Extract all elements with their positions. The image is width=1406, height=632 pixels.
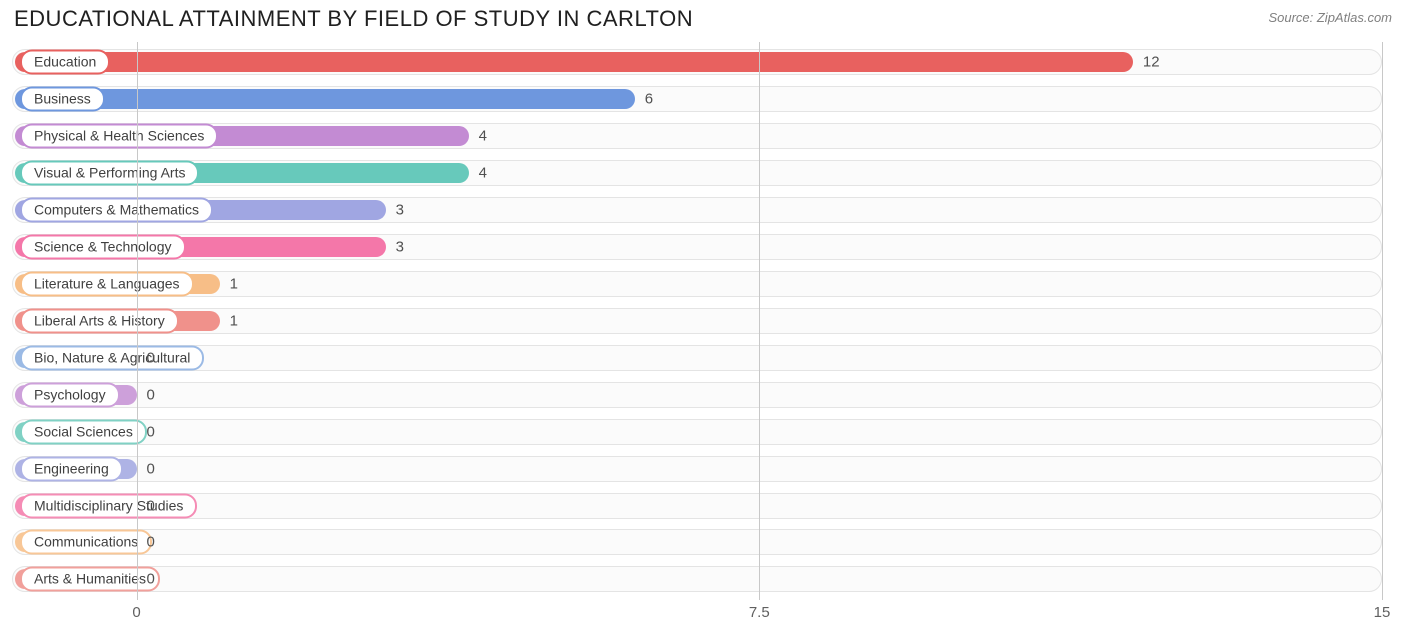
bar-value-label: 0 xyxy=(147,423,155,440)
bar-label-pill: Computers & Mathematics xyxy=(20,198,213,223)
bar-value-label: 0 xyxy=(147,497,155,514)
bar-value-label: 0 xyxy=(147,386,155,403)
bar-track xyxy=(12,345,1382,371)
source-attribution: Source: ZipAtlas.com xyxy=(1268,6,1392,25)
bar-row: Psychology 0 xyxy=(12,380,1382,410)
bar-label-pill: Bio, Nature & Agricultural xyxy=(20,345,204,370)
bar-row: Visual & Performing Arts 4 xyxy=(12,158,1382,188)
bar-row: Social Sciences0 xyxy=(12,417,1382,447)
bar-value-label: 0 xyxy=(147,460,155,477)
x-tick-label: 7.5 xyxy=(749,604,770,621)
bar-value-label: 1 xyxy=(230,275,238,292)
bar-label-pill: Multidisciplinary Studies xyxy=(20,493,197,518)
bar-row: Physical & Health Sciences 4 xyxy=(12,121,1382,151)
bar-row: Liberal Arts & History 1 xyxy=(12,306,1382,336)
bar-label-pill: Business xyxy=(20,87,105,112)
bar-row: Computers & Mathematics 3 xyxy=(12,195,1382,225)
bar-label-pill: Liberal Arts & History xyxy=(20,308,179,333)
bar-fill xyxy=(15,89,635,109)
bars-container: Education 12 Business 6 Physical & Health Sc… xyxy=(12,42,1382,600)
bar-row: Education 12 xyxy=(12,47,1382,77)
bar-row: Business 6 xyxy=(12,84,1382,114)
bar-row: Communications0 xyxy=(12,527,1382,557)
bar-label-pill: Visual & Performing Arts xyxy=(20,161,199,186)
bar-value-label: 0 xyxy=(147,571,155,588)
bar-track xyxy=(12,529,1382,555)
bar-row: Engineering 0 xyxy=(12,454,1382,484)
bar-value-label: 1 xyxy=(230,312,238,329)
bar-row: Bio, Nature & Agricultural0 xyxy=(12,343,1382,373)
bar-row: Literature & Languages 1 xyxy=(12,269,1382,299)
bar-label-pill: Physical & Health Sciences xyxy=(20,124,218,149)
bar-label-pill: Psychology xyxy=(20,382,120,407)
bar-value-label: 3 xyxy=(396,239,404,256)
gridline xyxy=(759,42,760,600)
bar-value-label: 4 xyxy=(479,165,487,182)
chart-area: Education 12 Business 6 Physical & Health Sc… xyxy=(12,42,1394,600)
bar-value-label: 3 xyxy=(396,202,404,219)
bar-label-pill: Arts & Humanities xyxy=(20,567,160,592)
chart-title: EDUCATIONAL ATTAINMENT BY FIELD OF STUDY… xyxy=(14,6,693,32)
gridline xyxy=(1382,42,1383,600)
bar-row: Arts & Humanities0 xyxy=(12,564,1382,594)
x-tick-label: 0 xyxy=(132,604,140,621)
bar-track xyxy=(12,419,1382,445)
bar-label-pill: Social Sciences xyxy=(20,419,147,444)
bar-label-pill: Communications xyxy=(20,530,152,555)
bar-label-pill: Science & Technology xyxy=(20,235,186,260)
bar-value-label: 4 xyxy=(479,128,487,145)
bar-track xyxy=(12,566,1382,592)
bar-label-pill: Education xyxy=(20,50,110,75)
bar-label-pill: Literature & Languages xyxy=(20,271,194,296)
bar-row: Multidisciplinary Studies0 xyxy=(12,491,1382,521)
bar-value-label: 0 xyxy=(147,534,155,551)
gridline xyxy=(137,42,138,600)
bar-value-label: 12 xyxy=(1143,54,1160,71)
bar-track xyxy=(12,456,1382,482)
bar-label-pill: Engineering xyxy=(20,456,123,481)
x-axis: 07.515 xyxy=(12,604,1382,626)
bar-track xyxy=(12,493,1382,519)
plot-region: Education 12 Business 6 Physical & Health Sc… xyxy=(12,42,1382,600)
bar-value-label: 6 xyxy=(645,91,653,108)
bar-track xyxy=(12,382,1382,408)
bar-value-label: 0 xyxy=(147,349,155,366)
x-tick-label: 15 xyxy=(1374,604,1391,621)
bar-row: Science & Technology 3 xyxy=(12,232,1382,262)
bar-fill xyxy=(15,52,1133,72)
